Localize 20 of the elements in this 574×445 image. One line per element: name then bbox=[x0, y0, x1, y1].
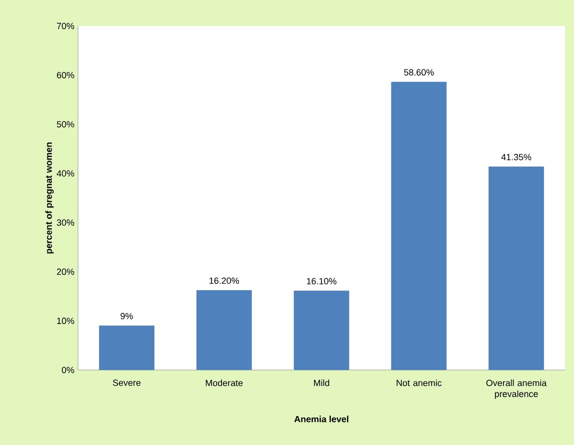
y-tick-label: 10% bbox=[57, 318, 74, 324]
y-tick-label: 0% bbox=[62, 366, 74, 374]
x-tick-label: Not anemic bbox=[396, 380, 442, 386]
y-axis-title: percent of pregnat women bbox=[45, 142, 54, 254]
y-tick-label: 40% bbox=[56, 170, 74, 177]
x-tick-label: Severe bbox=[112, 380, 141, 386]
y-tick-label: 20% bbox=[56, 268, 74, 275]
y-tick-label: 60% bbox=[56, 72, 74, 78]
data-label: 16.10% bbox=[306, 278, 336, 284]
data-label: 9% bbox=[120, 312, 133, 320]
x-tick-label: Overall anemia prevalence bbox=[486, 380, 547, 399]
x-axis-title: Anemia level bbox=[294, 416, 348, 422]
x-tick-label: Moderate bbox=[206, 380, 243, 386]
y-tick-label: 30% bbox=[56, 219, 74, 226]
data-label: 41.35% bbox=[501, 154, 532, 160]
y-tick-label: 50% bbox=[56, 121, 74, 128]
data-label: 58.60% bbox=[404, 69, 434, 76]
data-label: 16.20% bbox=[210, 278, 239, 284]
y-tick-label: 70% bbox=[56, 22, 74, 30]
x-tick-label: Mild bbox=[314, 380, 330, 386]
